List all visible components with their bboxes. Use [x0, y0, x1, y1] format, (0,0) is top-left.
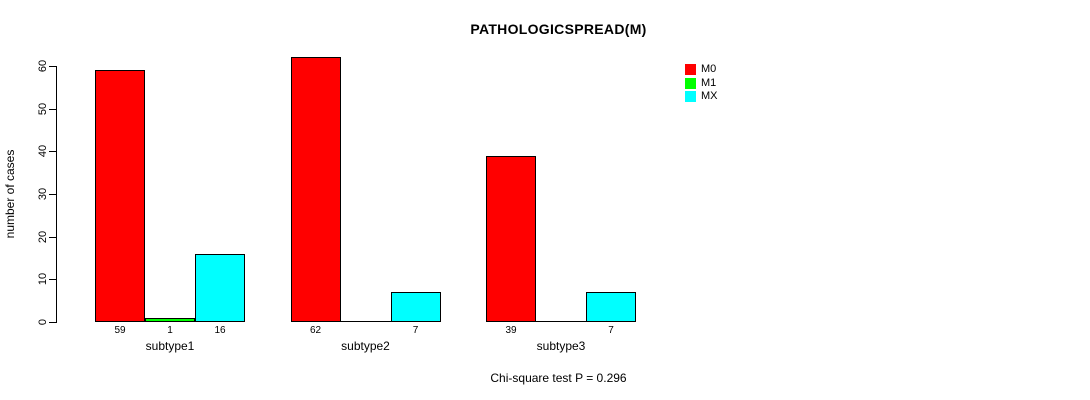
y-tick	[49, 66, 56, 67]
legend-swatch-M1	[685, 77, 696, 89]
y-tick-label: 10	[37, 273, 49, 286]
legend-label-M0: M0	[701, 63, 717, 76]
bar-M1-subtype2-zero	[340, 321, 391, 322]
legend: M0 M1 MX	[685, 63, 718, 103]
bar-value-label: 16	[214, 325, 226, 336]
bar-MX-subtype1	[195, 253, 245, 322]
bar-MX-subtype3	[586, 292, 636, 322]
x-category-label: subtype1	[145, 339, 195, 353]
x-category-label: subtype2	[341, 339, 390, 353]
y-tick	[49, 322, 56, 323]
y-tick-label: 40	[37, 145, 49, 158]
chart-title: PATHOLOGICSPREAD(M)	[470, 21, 647, 37]
bar-value-label: 39	[505, 325, 517, 336]
y-tick	[49, 194, 56, 195]
legend-label-MX: MX	[701, 89, 718, 102]
y-axis-line	[56, 66, 57, 323]
y-tick	[49, 236, 56, 238]
y-axis-label: number of cases	[3, 149, 17, 239]
bar-M0-subtype3	[486, 155, 536, 322]
y-tick-label: 50	[37, 102, 49, 115]
y-tick	[49, 151, 56, 153]
bar-M0-subtype1	[95, 70, 145, 322]
legend-item-MX: MX	[685, 90, 718, 103]
bar-value-label: 59	[114, 325, 126, 336]
legend-item-M1: M1	[685, 76, 718, 89]
y-tick-label: 20	[37, 230, 49, 243]
bar-value-label: 7	[412, 325, 419, 336]
x-category-label: subtype3	[536, 339, 586, 353]
legend-swatch-M0	[685, 64, 696, 76]
bar-MX-subtype2	[390, 292, 441, 322]
y-tick-label: 60	[37, 59, 49, 73]
bar-M1-subtype3-zero	[536, 321, 586, 322]
bar-M1-subtype1	[145, 317, 195, 322]
bar-value-label: 62	[309, 325, 322, 336]
legend-swatch-MX	[685, 90, 696, 102]
y-tick-label: 30	[37, 187, 49, 201]
bar-value-label: 7	[608, 325, 614, 336]
legend-label-M1: M1	[701, 76, 717, 89]
chi-square-annotation: Chi-square test P = 0.296	[490, 371, 627, 385]
y-tick-label: 0	[37, 318, 49, 326]
legend-item-M0: M0	[685, 63, 718, 76]
y-tick	[49, 279, 56, 281]
bar-value-label: 1	[167, 325, 173, 336]
y-tick	[49, 108, 56, 110]
bar-M0-subtype2	[290, 57, 341, 322]
